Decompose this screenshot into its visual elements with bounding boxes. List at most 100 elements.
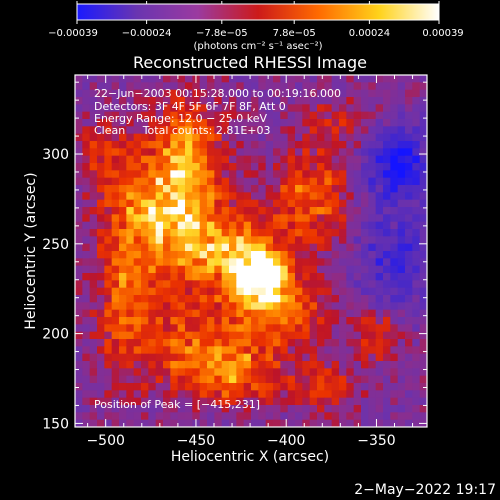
heatmap-cell: [199, 368, 208, 377]
heatmap-cell: [148, 214, 157, 223]
heatmap-cell: [126, 207, 135, 215]
heatmap-cell: [214, 317, 223, 325]
heatmap-cell: [361, 273, 369, 281]
heatmap-cell: [170, 89, 179, 98]
heatmap-cell: [155, 368, 164, 377]
y-tick-label: 150: [42, 416, 69, 432]
heatmap-cell: [199, 177, 208, 186]
heatmap-cell: [199, 75, 208, 83]
heatmap-cell: [119, 412, 127, 421]
heatmap-cell: [199, 309, 208, 318]
heatmap-cell: [265, 97, 274, 105]
heatmap-cell: [148, 148, 157, 157]
heatmap-cell: [155, 324, 164, 333]
heatmap-cell: [243, 177, 252, 186]
heatmap-cell: [207, 192, 215, 201]
heatmap-cell: [126, 287, 135, 296]
heatmap-cell: [346, 317, 355, 325]
heatmap-cell: [104, 346, 113, 355]
heatmap-cell: [133, 353, 142, 362]
heatmap-cell: [155, 141, 164, 149]
heatmap-cell: [368, 375, 377, 384]
heatmap-cell: [163, 375, 171, 384]
heatmap-cell: [324, 111, 333, 120]
heatmap-cell: [405, 141, 413, 149]
heatmap-cell: [148, 155, 157, 164]
heatmap-cell: [97, 353, 105, 362]
heatmap-cell: [163, 243, 171, 252]
heatmap-cell: [97, 309, 105, 318]
heatmap-cell: [412, 405, 421, 413]
heatmap-cell: [111, 251, 120, 259]
heatmap-cell: [119, 390, 127, 399]
heatmap-cell: [419, 280, 428, 289]
heatmap-cell: [141, 148, 149, 157]
heatmap-cell: [221, 214, 230, 223]
heatmap-cell: [177, 339, 186, 347]
heatmap-cell: [390, 229, 399, 237]
heatmap-cell: [170, 309, 179, 318]
heatmap-cell: [111, 419, 120, 428]
heatmap-cell: [111, 390, 120, 399]
heatmap-cell: [412, 375, 421, 384]
heatmap-cell: [243, 236, 252, 245]
heatmap-cell: [229, 280, 237, 289]
heatmap-cell: [375, 192, 384, 201]
heatmap-cell: [419, 111, 428, 120]
heatmap-cell: [111, 133, 120, 142]
heatmap-cell: [229, 141, 237, 149]
heatmap-cell: [192, 207, 201, 215]
heatmap-cell: [317, 265, 325, 274]
heatmap-cell: [317, 317, 325, 325]
heatmap-cell: [141, 346, 149, 355]
heatmap-cell: [317, 243, 325, 252]
heatmap-cell: [126, 265, 135, 274]
heatmap-cell: [339, 353, 347, 362]
heatmap-cell: [295, 97, 303, 105]
heatmap-cell: [141, 82, 149, 91]
heatmap-cell: [170, 317, 179, 325]
heatmap-cell: [397, 368, 406, 377]
heatmap-cell: [302, 251, 311, 259]
heatmap-cell: [419, 375, 428, 384]
heatmap-cell: [119, 141, 127, 149]
heatmap-cell: [287, 185, 296, 193]
heatmap-cell: [104, 119, 113, 127]
heatmap-cell: [104, 170, 113, 179]
heatmap-cell: [368, 419, 377, 428]
heatmap-cell: [214, 243, 223, 252]
heatmap-cell: [236, 207, 245, 215]
heatmap-cell: [309, 324, 318, 333]
heatmap-cell: [236, 185, 245, 193]
heatmap-cell: [405, 155, 413, 164]
heatmap-cell: [185, 309, 193, 318]
heatmap-cell: [89, 207, 98, 215]
heatmap-cell: [119, 339, 127, 347]
heatmap-cell: [317, 324, 325, 333]
heatmap-cell: [295, 302, 303, 311]
heatmap-cell: [119, 199, 127, 208]
heatmap-cell: [405, 126, 413, 135]
heatmap-cell: [133, 324, 142, 333]
heatmap-cell: [119, 280, 127, 289]
heatmap-cell: [119, 317, 127, 325]
heatmap-cell: [368, 251, 377, 259]
heatmap-cell: [104, 163, 113, 171]
heatmap-cell: [148, 375, 157, 384]
heatmap-cell: [82, 119, 91, 127]
heatmap-cell: [75, 148, 83, 157]
heatmap-cell: [214, 89, 223, 98]
heatmap-cell: [170, 229, 179, 237]
heatmap-cell: [236, 221, 245, 230]
heatmap-cell: [265, 346, 274, 355]
heatmap-cell: [243, 390, 252, 399]
heatmap-cell: [221, 295, 230, 303]
heatmap-cell: [97, 273, 105, 281]
heatmap-cell: [243, 148, 252, 157]
heatmap-cell: [141, 119, 149, 127]
heatmap-cell: [346, 353, 355, 362]
heatmap-cell: [368, 104, 377, 113]
heatmap-cell: [331, 89, 340, 98]
heatmap-cell: [75, 280, 83, 289]
heatmap-cell: [104, 155, 113, 164]
